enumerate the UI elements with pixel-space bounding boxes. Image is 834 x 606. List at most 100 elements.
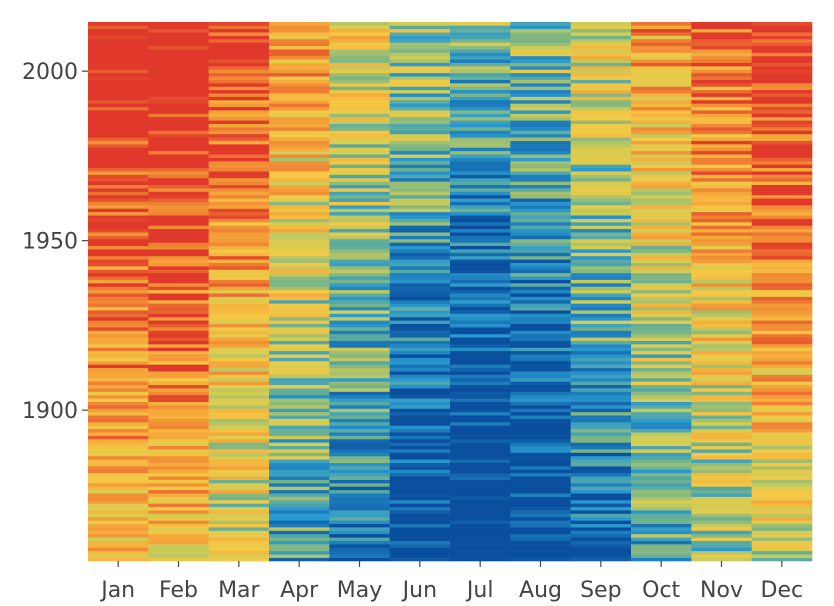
heatmap-cell: [570, 540, 632, 545]
heatmap-cell: [510, 330, 571, 335]
heatmap-cell: [148, 472, 209, 477]
heatmap-cell: [208, 330, 270, 335]
heatmap-cell: [570, 527, 632, 531]
heatmap-cell: [269, 25, 330, 30]
heatmap-cell: [88, 466, 149, 470]
heatmap-cell: [691, 310, 752, 314]
heatmap-cell: [691, 323, 752, 328]
heatmap-cell: [631, 411, 692, 416]
heatmap-cell: [631, 506, 692, 511]
heatmap-cell: [450, 337, 511, 341]
heatmap-cell: [570, 276, 632, 280]
heatmap-cell: [631, 428, 692, 433]
heatmap-cell: [389, 506, 451, 511]
heatmap-cell: [148, 544, 209, 548]
heatmap-cell: [631, 289, 692, 294]
heatmap-cell: [450, 435, 511, 440]
heatmap-cell: [570, 340, 632, 345]
heatmap-cell: [389, 401, 451, 406]
heatmap-cell: [329, 401, 390, 406]
heatmap-cell: [148, 394, 209, 399]
heatmap-cell: [148, 76, 209, 80]
heatmap-cell: [88, 49, 149, 53]
heatmap-cell: [269, 157, 330, 162]
heatmap-cell: [510, 89, 571, 94]
heatmap-cell: [329, 110, 390, 114]
heatmap-cell: [148, 469, 209, 474]
heatmap-cell: [148, 293, 209, 297]
heatmap-cell: [450, 103, 511, 108]
heatmap-cell: [510, 462, 571, 467]
heatmap-cell: [269, 59, 330, 63]
heatmap-cell: [269, 123, 330, 128]
heatmap-cell: [148, 49, 209, 53]
heatmap-cell: [329, 520, 390, 525]
heatmap-cell: [570, 333, 632, 338]
heatmap-cell: [450, 438, 511, 443]
heatmap-cell: [631, 520, 692, 525]
heatmap-cell: [88, 113, 149, 118]
heatmap-cell: [389, 516, 451, 521]
heatmap-cell: [389, 242, 451, 247]
heatmap-cell: [691, 79, 752, 84]
heatmap-cell: [208, 299, 270, 304]
heatmap-cell: [88, 79, 149, 84]
heatmap-cell: [329, 371, 390, 375]
heatmap-cell: [510, 364, 571, 369]
heatmap-cell: [88, 371, 149, 375]
heatmap-cell: [691, 252, 752, 257]
heatmap-cell: [148, 130, 209, 135]
heatmap-cell: [631, 184, 692, 189]
heatmap-cell: [510, 333, 571, 338]
heatmap-cell: [329, 99, 390, 104]
heatmap-cell: [269, 242, 330, 247]
heatmap-cell: [631, 313, 692, 318]
heatmap-cell: [329, 262, 390, 267]
heatmap-cell: [148, 232, 209, 236]
heatmap-cell: [329, 293, 390, 297]
heatmap-cell: [631, 350, 692, 355]
heatmap-cell: [208, 188, 270, 192]
heatmap-cell: [389, 116, 451, 121]
heatmap-cell: [208, 174, 270, 179]
heatmap-cell: [329, 177, 390, 182]
heatmap-cell: [450, 466, 511, 470]
heatmap-cell: [88, 377, 149, 382]
heatmap-cell: [510, 32, 571, 36]
heatmap-cell: [570, 391, 632, 396]
heatmap-cell: [691, 35, 752, 40]
heatmap-cell: [751, 69, 813, 74]
y-tick-label: 2000: [22, 60, 78, 85]
heatmap-cell: [751, 388, 813, 392]
heatmap-cell: [691, 89, 752, 94]
heatmap-cell: [269, 83, 330, 87]
heatmap-cell: [269, 330, 330, 335]
heatmap-cell: [329, 472, 390, 477]
heatmap-cell: [751, 394, 813, 399]
heatmap-cell: [510, 86, 571, 91]
heatmap-cell: [450, 527, 511, 531]
heatmap-cell: [751, 435, 813, 440]
heatmap-cell: [691, 205, 752, 209]
heatmap-cell: [88, 269, 149, 274]
heatmap-cell: [691, 544, 752, 548]
heatmap-cell: [208, 391, 270, 396]
heatmap-cell: [510, 357, 571, 362]
heatmap-cell: [269, 354, 330, 358]
heatmap-cell: [751, 272, 813, 277]
heatmap-cell: [148, 408, 209, 413]
heatmap-cell: [389, 411, 451, 416]
heatmap-cell: [389, 283, 451, 287]
heatmap-cell: [450, 215, 511, 219]
heatmap-cell: [208, 398, 270, 402]
heatmap-cell: [88, 299, 149, 304]
heatmap-cell: [631, 330, 692, 335]
heatmap-cell: [269, 394, 330, 399]
heatmap-cell: [148, 262, 209, 267]
heatmap-cell: [631, 344, 692, 348]
heatmap-cell: [450, 476, 511, 480]
heatmap-cell: [389, 93, 451, 97]
heatmap-cell: [269, 120, 330, 124]
heatmap-cell: [751, 337, 813, 341]
